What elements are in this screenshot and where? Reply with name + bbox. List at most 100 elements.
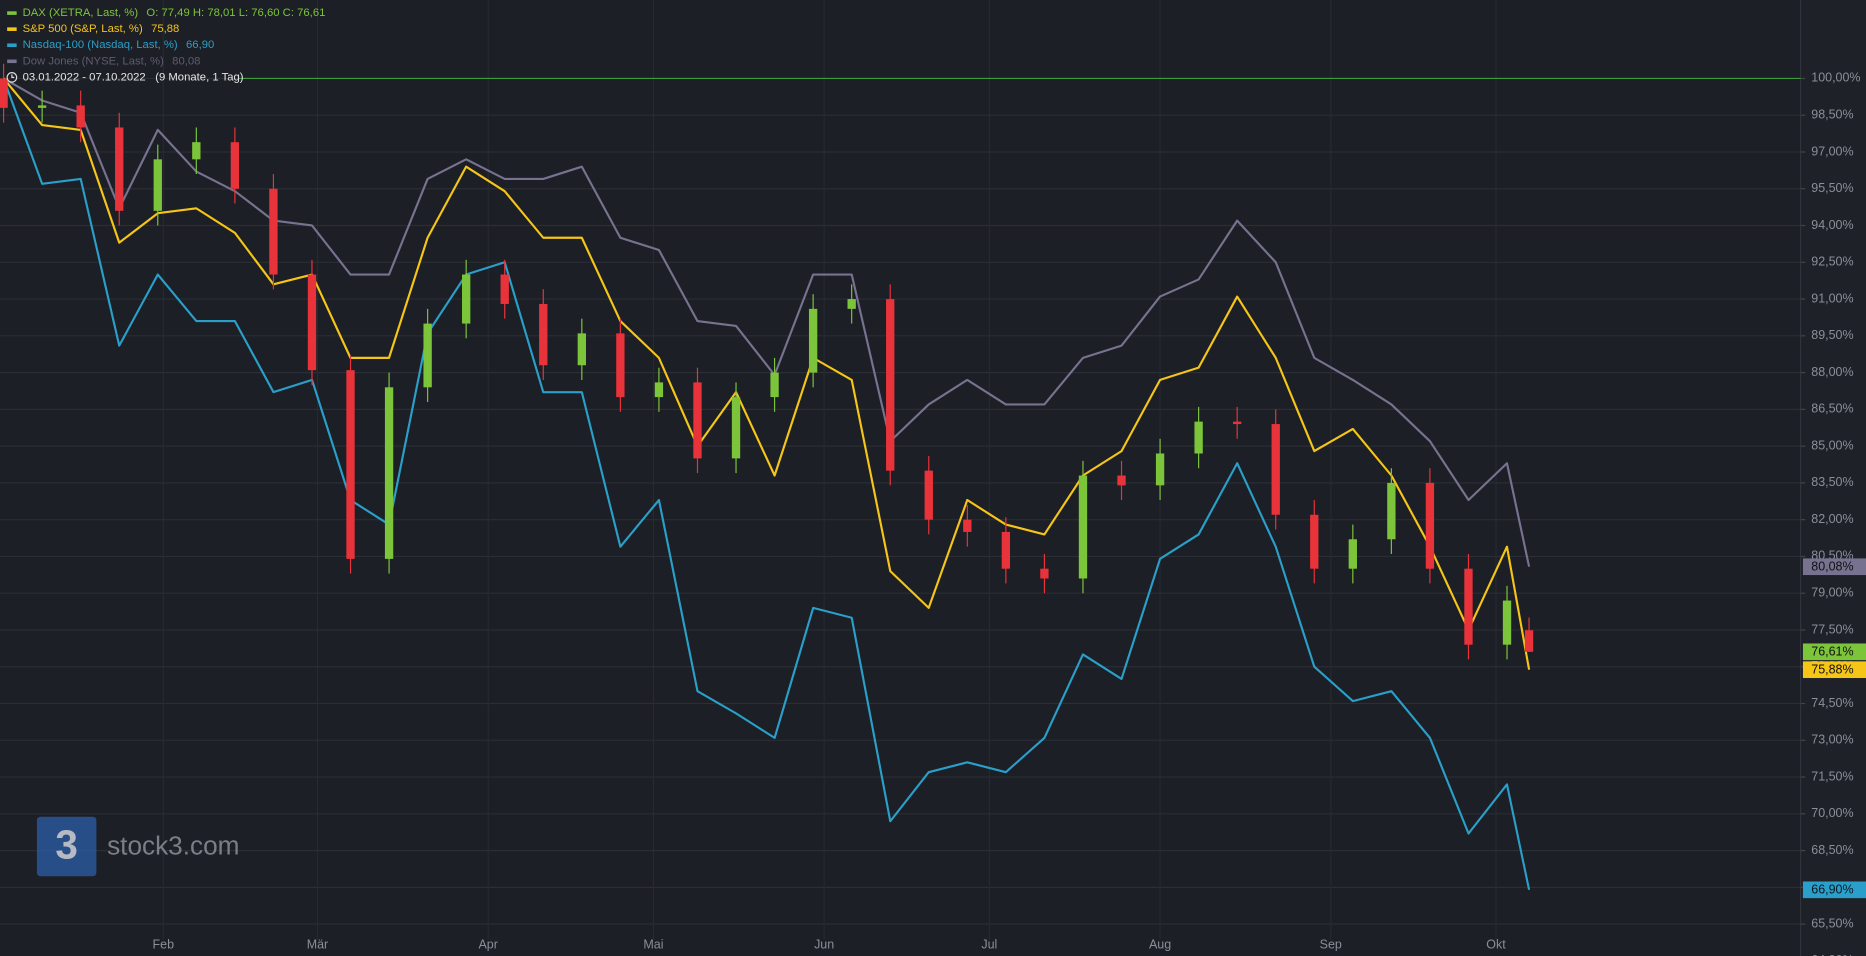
- series-line: [2, 77, 1531, 670]
- x-tick-label: Apr: [478, 938, 497, 952]
- last-value-label: 66,90%: [1811, 883, 1853, 897]
- y-tick-label: 100,00%: [1811, 71, 1860, 85]
- y-tick-label: 94,00%: [1811, 218, 1853, 232]
- x-tick-label: Sep: [1320, 938, 1342, 952]
- candle-body: [1387, 482, 1396, 540]
- candle-body: [1194, 421, 1203, 454]
- candle-body: [153, 159, 162, 211]
- series-line: [2, 78, 1531, 891]
- x-tick-label: Feb: [153, 938, 175, 952]
- candle-body: [1524, 630, 1534, 652]
- candle-body: [770, 372, 779, 398]
- candle-body: [654, 382, 664, 398]
- y-tick-label: 65,50%: [1811, 916, 1853, 930]
- legend-value: 66,90: [186, 39, 214, 51]
- logo: [36, 816, 97, 877]
- y-tick-label: 88,00%: [1811, 365, 1853, 379]
- candle-body: [1117, 475, 1126, 486]
- legend-label: DAX (XETRA, Last, %): [23, 7, 139, 19]
- x-tick-label: Jun: [814, 938, 834, 952]
- candle-body: [384, 387, 394, 559]
- legend-label: S&P 500 (S&P, Last, %): [23, 23, 143, 35]
- plot: [0, 63, 1534, 891]
- legend-swatch: [7, 59, 17, 64]
- candle-body: [693, 382, 702, 459]
- legend-value: 80,08: [172, 55, 200, 67]
- x-tick-label: Aug: [1149, 938, 1171, 952]
- candle-body: [1040, 568, 1049, 579]
- candle-body: [1271, 424, 1280, 515]
- y-tick-label: 68,50%: [1811, 843, 1853, 857]
- y-tick-label: 91,00%: [1811, 291, 1853, 305]
- candle-body: [616, 333, 625, 398]
- candle-body: [577, 333, 586, 366]
- badges: 76,61% 75,88% 66,90% 80,08%: [1802, 558, 1866, 899]
- candle-body: [731, 397, 741, 459]
- candle-body: [1233, 421, 1242, 425]
- legend-label: Nasdaq-100 (Nasdaq, Last, %): [23, 39, 178, 51]
- last-value-badge: [1802, 643, 1866, 661]
- y-tick-label: 95,50%: [1811, 181, 1853, 195]
- candle-body: [924, 470, 933, 520]
- candle-body: [539, 303, 548, 366]
- candle-body: [847, 299, 856, 309]
- x-tick-label: Mai: [643, 938, 663, 952]
- y-tick-label: 64,00%: [1811, 953, 1853, 956]
- candle-body: [1464, 568, 1473, 645]
- y-tick-label: 77,50%: [1811, 622, 1853, 636]
- legend-value: O: 77,49 H: 78,01 L: 76,60 C: 76,61: [146, 7, 325, 19]
- last-value-badge: [1802, 881, 1866, 899]
- candle-body: [1425, 482, 1435, 569]
- y-tick-label: 82,00%: [1811, 512, 1853, 526]
- candle-body: [0, 78, 8, 108]
- candle-body: [808, 308, 818, 373]
- legend-swatch: [7, 11, 17, 15]
- x-tick-label: Jul: [981, 938, 997, 952]
- candle-body: [886, 299, 895, 471]
- candle-body: [37, 105, 47, 108]
- candle-body: [500, 274, 509, 304]
- legend-value: 75,88: [151, 23, 179, 35]
- legend: DAX (XETRA, Last, %) O: 77,49 H: 78,01 L:…: [6, 7, 325, 83]
- candle-body: [1078, 475, 1088, 579]
- y-tick-label: 98,50%: [1811, 108, 1853, 122]
- axis-panel: [1800, 0, 1866, 956]
- y-tick-label: 86,50%: [1811, 402, 1853, 416]
- x-tick-label: Mär: [307, 938, 329, 952]
- y-tick-label: 79,00%: [1811, 586, 1853, 600]
- legend-swatch: [7, 43, 17, 48]
- candle-body: [462, 274, 471, 324]
- candle-body: [192, 142, 201, 160]
- y-tick-label: 73,00%: [1811, 733, 1853, 747]
- x-tick-label: Okt: [1486, 938, 1506, 952]
- y-tick-label: 92,50%: [1811, 255, 1853, 269]
- y-tick-label: 74,50%: [1811, 696, 1853, 710]
- candle-body: [1348, 539, 1357, 569]
- clock-icon: [6, 72, 18, 83]
- y-tick-label: 70,00%: [1811, 806, 1853, 820]
- candle-body: [963, 519, 972, 532]
- candle-body: [230, 142, 240, 189]
- last-value-badge: [1802, 661, 1866, 679]
- candle-body: [1310, 514, 1319, 569]
- last-value-label: 75,88%: [1811, 663, 1853, 677]
- candle-body: [269, 188, 278, 275]
- candle-body: [1502, 600, 1512, 645]
- legend-label: Dow Jones (NYSE, Last, %): [23, 55, 164, 67]
- last-value-badge: [1802, 558, 1866, 576]
- y-tick-label: 83,50%: [1811, 475, 1853, 489]
- legend-swatch: [7, 27, 17, 31]
- duration: (9 Monate, 1 Tag): [155, 71, 244, 83]
- clock-hand: [11, 74, 15, 78]
- last-value-label: 76,61%: [1811, 645, 1853, 659]
- y-tick-label: 85,00%: [1811, 438, 1853, 452]
- last-value-label: 80,08%: [1811, 560, 1853, 574]
- candle-body: [1155, 453, 1165, 486]
- watermark: 3 stock3.com: [36, 816, 239, 877]
- candle-body: [76, 105, 85, 128]
- y-tick-label: 97,00%: [1811, 144, 1853, 158]
